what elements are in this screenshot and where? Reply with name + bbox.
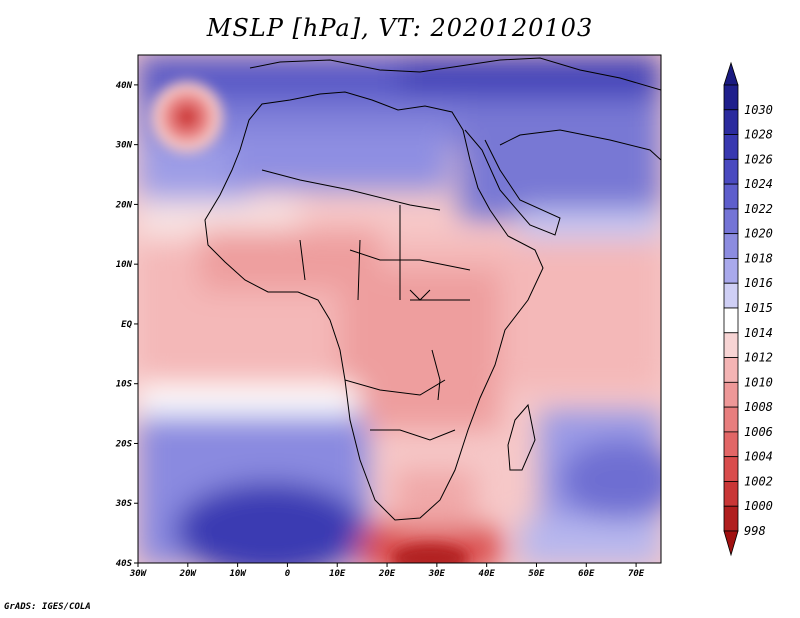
lat-tick-label: 20S <box>115 439 133 449</box>
lat-tick-label: 10S <box>116 380 133 390</box>
colorbar-label: 1018 <box>744 251 773 265</box>
colorbar-label: 998 <box>744 524 766 538</box>
lon-tick-label: 60E <box>578 569 595 579</box>
colorbar-label: 1004 <box>744 450 773 464</box>
lon-tick-label: 30W <box>129 569 148 579</box>
coastlines <box>204 57 661 521</box>
colorbar-swatch <box>723 282 739 309</box>
lon-tick-label: 40E <box>479 569 496 579</box>
colorbar-swatch <box>723 456 739 482</box>
lon-tick-label: 20W <box>179 569 198 579</box>
lon-tick-label: 0 <box>285 569 291 579</box>
lat-tick-label: 30S <box>115 499 133 509</box>
colorbar-label: 1012 <box>744 351 773 365</box>
colorbar-swatch <box>723 332 739 358</box>
axis-ticks: 30W 20W 10W 0 10E 20E 30E 40E 50E 60E 70E 40N 30N 20N… <box>115 81 645 579</box>
lat-tick-label: 40N <box>116 81 133 91</box>
colorbar-swatch <box>723 357 739 383</box>
colorbar-swatch <box>723 208 739 235</box>
colorbar-swatch <box>723 381 739 408</box>
colorbar-swatch <box>723 431 739 458</box>
colorbar-swatch <box>723 481 739 507</box>
colorbar-label: 1006 <box>744 425 773 439</box>
colorbar-swatch <box>723 505 739 532</box>
colorbar-bottom-arrow <box>723 530 739 557</box>
map-frame <box>137 54 662 564</box>
colorbar-swatch <box>723 233 739 259</box>
colorbar-label: 1014 <box>744 326 773 340</box>
lat-tick-label: 40S <box>116 559 133 569</box>
lat-tick-label: 30N <box>115 141 133 151</box>
colorbar-label: 1030 <box>744 103 773 117</box>
pressure-field <box>138 55 661 563</box>
lat-tick-label: 20N <box>115 200 133 210</box>
colorbar-top-arrow <box>723 61 739 86</box>
colorbar-swatch <box>723 307 739 334</box>
colorbar-label: 1002 <box>744 474 773 488</box>
colorbar-swatch <box>723 406 739 433</box>
colorbar-label: 1015 <box>744 301 773 315</box>
colorbar-swatch <box>723 183 739 210</box>
colorbar-swatch <box>723 158 739 185</box>
credit-text: GrADS: IGES/COLA <box>4 602 91 612</box>
colorbar-swatch <box>723 258 739 284</box>
lat-tick-label: 10N <box>116 260 133 270</box>
colorbar-label: 1020 <box>744 227 773 241</box>
colorbar-label: 1016 <box>744 276 773 290</box>
colorbar-label: 1028 <box>744 128 773 142</box>
colorbar: 1030 1028 1026 1024 1022 1020 1018 1016 1015 1014… <box>723 61 773 557</box>
lon-tick-label: 50E <box>528 569 545 579</box>
lat-tick-label: EQ <box>121 320 132 330</box>
colorbar-label: 1010 <box>744 375 773 389</box>
lon-tick-label: 10W <box>229 569 247 579</box>
colorbar-swatch <box>723 109 739 135</box>
lon-tick-label: 10E <box>329 569 346 579</box>
colorbar-label: 1000 <box>744 499 773 513</box>
colorbar-swatch <box>723 134 739 160</box>
colorbar-label: 1008 <box>744 400 773 414</box>
chart-title: MSLP [hPa], VT: 2020120103 <box>206 14 594 42</box>
lon-tick-label: 20E <box>378 569 396 579</box>
colorbar-swatch <box>723 84 739 111</box>
colorbar-label: 1022 <box>744 202 773 216</box>
lon-tick-label: 70E <box>628 569 645 579</box>
colorbar-label: 1024 <box>744 177 773 191</box>
colorbar-label: 1026 <box>744 152 773 166</box>
lon-tick-label: 30E <box>428 569 446 579</box>
